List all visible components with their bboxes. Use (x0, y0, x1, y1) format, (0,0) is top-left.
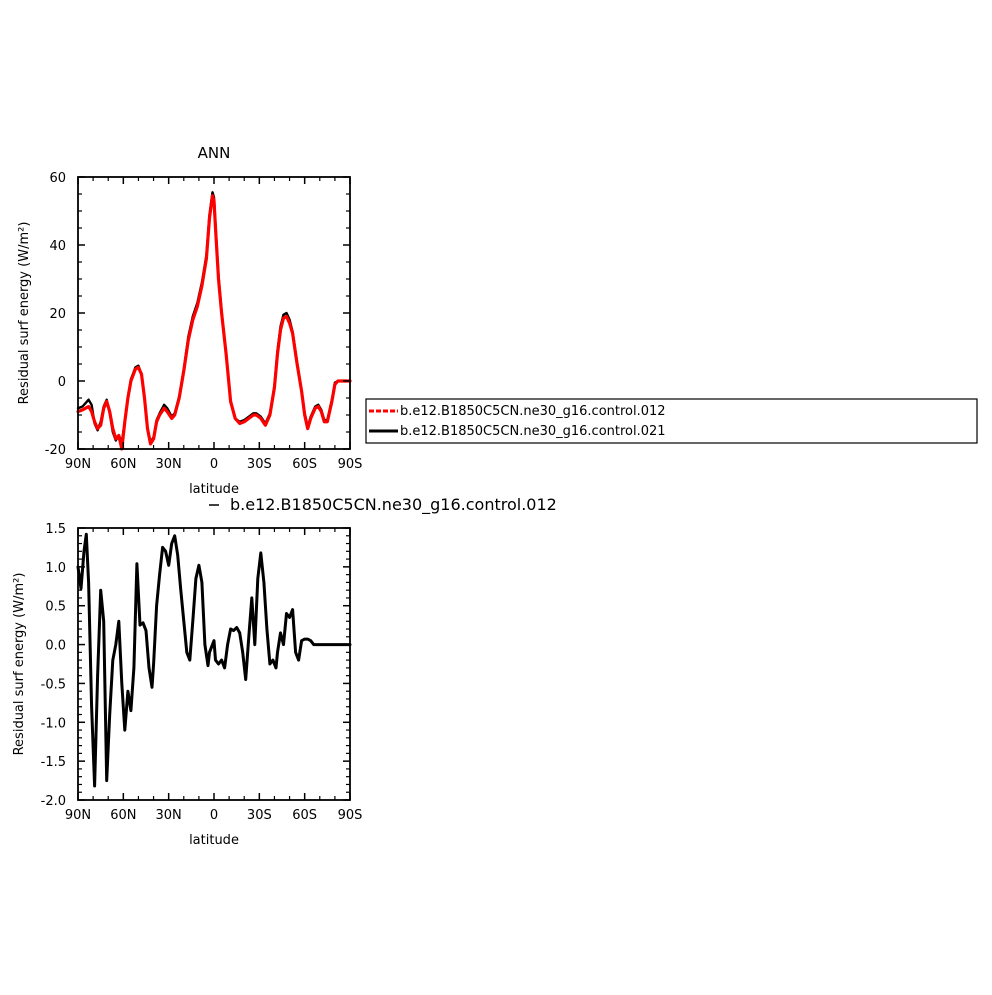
bottom-series-line-1 (76, 532, 352, 788)
bottom-y-tick-label: 1.5 (45, 522, 66, 537)
bottom-x-tick-label: 0 (210, 808, 218, 823)
bottom-x-tick-label: 60N (110, 808, 136, 823)
bottom-y-tick-label: 1.0 (45, 561, 66, 576)
top-y-tick-label: 0 (58, 375, 66, 390)
bottom-panel: b.e12.B1850C5CN.ne30_g16.control.012 90N… (12, 495, 557, 848)
legend: b.e12.B1850C5CN.ne30_g16.control.012 b.e… (365, 398, 978, 444)
bottom-y-tick-label: 0.5 (45, 600, 66, 615)
top-panel: ANN 90N 60N 30N 0 30S 60S 90S -20 0 20 40 60 latitu… (17, 144, 362, 497)
legend-label-control-012: b.e12.B1850C5CN.ne30_g16.control.012 (400, 404, 666, 419)
top-y-tick-label: 20 (49, 307, 66, 322)
bottom-x-tick-label: 30N (156, 808, 182, 823)
top-x-tick-label: 90N (65, 457, 91, 472)
bottom-y-axis-label: Residual surf energy (W/m²) (12, 573, 27, 756)
bottom-y-tick-label: -1.0 (41, 716, 66, 731)
bottom-x-tick-label: 30S (247, 808, 272, 823)
top-y-tick-label: 40 (49, 239, 66, 254)
legend-box (365, 398, 978, 444)
bottom-x-tick-label: 60S (292, 808, 317, 823)
bottom-y-tick-label: 0.0 (45, 639, 66, 654)
top-panel-title: ANN (198, 144, 231, 162)
bottom-x-tick-label: 90S (338, 808, 363, 823)
bottom-x-axis-label: latitude (189, 833, 239, 848)
top-x-tick-label: 60S (292, 457, 317, 472)
top-y-tick-label: 60 (49, 171, 66, 186)
top-x-tick-label: 90S (338, 457, 363, 472)
top-series-line-1 (76, 194, 352, 451)
bottom-plot-frame (77, 527, 351, 801)
bottom-y-tick-label: -1.5 (41, 755, 66, 770)
legend-label-control-021: b.e12.B1850C5CN.ne30_g16.control.021 (400, 424, 666, 439)
top-x-axis-label: latitude (189, 482, 239, 497)
top-x-tick-label: 0 (210, 457, 218, 472)
top-y-tick-label: -20 (45, 443, 66, 458)
top-x-tick-label: 60N (110, 457, 136, 472)
top-y-axis-label: Residual surf energy (W/m²) (17, 222, 32, 405)
bottom-x-tick-label: 90N (65, 808, 91, 823)
bottom-y-tick-label: -2.0 (41, 794, 66, 809)
top-x-tick-label: 30S (247, 457, 272, 472)
top-series-line-2 (76, 191, 352, 444)
bottom-panel-title: b.e12.B1850C5CN.ne30_g16.control.012 (230, 495, 557, 515)
bottom-y-tick-label: -0.5 (41, 677, 66, 692)
top-x-tick-label: 30N (156, 457, 182, 472)
